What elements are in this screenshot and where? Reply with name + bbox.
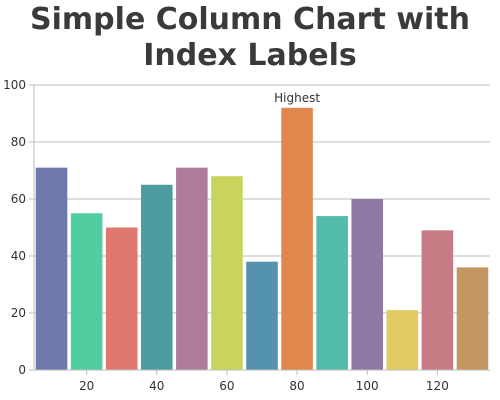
x-tick-label: 100 [356, 379, 379, 393]
bar[interactable] [387, 310, 419, 370]
bar[interactable] [246, 262, 278, 370]
y-tick-label: 100 [3, 78, 26, 92]
bar[interactable] [281, 108, 313, 370]
index-labels: Highest [274, 91, 320, 105]
x-tick-label: 80 [289, 379, 304, 393]
x-tick-label: 120 [426, 379, 449, 393]
y-tick-label: 20 [11, 306, 26, 320]
y-tick-labels: 0 20 40 60 80 100 [3, 78, 26, 377]
bar[interactable] [457, 267, 489, 370]
bar[interactable] [71, 213, 103, 370]
x-tick-labels: 20 40 60 80 100 120 [79, 379, 449, 393]
bar[interactable] [36, 168, 68, 370]
x-tick-label: 60 [219, 379, 234, 393]
bar[interactable] [316, 216, 348, 370]
bars [36, 108, 488, 370]
x-tick-label: 20 [79, 379, 94, 393]
bar[interactable] [141, 185, 173, 370]
y-tick-label: 80 [11, 135, 26, 149]
y-tick-label: 60 [11, 192, 26, 206]
bar[interactable] [106, 228, 138, 371]
bar[interactable] [422, 230, 454, 370]
index-label: Highest [274, 91, 320, 105]
bar[interactable] [176, 168, 208, 370]
y-tick-label: 40 [11, 249, 26, 263]
bar[interactable] [351, 199, 383, 370]
bar[interactable] [211, 176, 243, 370]
x-tick-label: 40 [149, 379, 164, 393]
y-tick-label: 0 [18, 363, 26, 377]
